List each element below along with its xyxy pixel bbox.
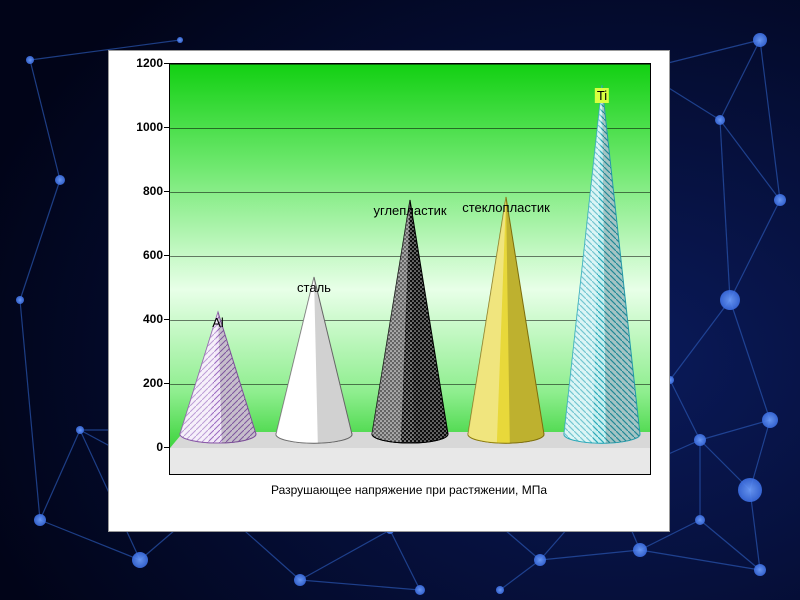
y-tick-label: 800 [125,184,163,198]
y-tick [164,447,169,448]
x-axis-title: Разрушающее напряжение при растяжении, М… [169,483,649,497]
y-tick-label: 1000 [125,120,163,134]
y-tick-label: 400 [125,312,163,326]
cone-2 [370,198,450,454]
y-tick [164,63,169,64]
cone-4 [562,83,642,454]
series-label-1: сталь [295,280,333,295]
plot-area: Al сталь углепластик стеклопластик Ti [169,63,651,475]
series-label-0: Al [210,315,226,330]
series-label-3: стеклопластик [460,200,552,215]
y-tick [164,255,169,256]
y-tick-label: 200 [125,376,163,390]
y-tick-label: 600 [125,248,163,262]
y-tick [164,127,169,128]
y-tick-label: 0 [125,440,163,454]
chart-panel: Al сталь углепластик стеклопластик Ti Разруш… [108,50,670,532]
series-label-2: углепластик [371,203,448,218]
y-tick [164,383,169,384]
cone-svg [370,198,450,454]
cone-svg [466,195,546,454]
cone-0 [178,310,258,454]
cone-svg [178,310,258,454]
cone-1 [274,275,354,454]
series-label-4: Ti [595,88,609,103]
cone-svg [274,275,354,454]
gridline-3d [170,63,651,65]
cone-3 [466,195,546,454]
cone-svg [562,83,642,454]
y-tick [164,191,169,192]
y-tick [164,319,169,320]
y-tick-label: 1200 [125,56,163,70]
